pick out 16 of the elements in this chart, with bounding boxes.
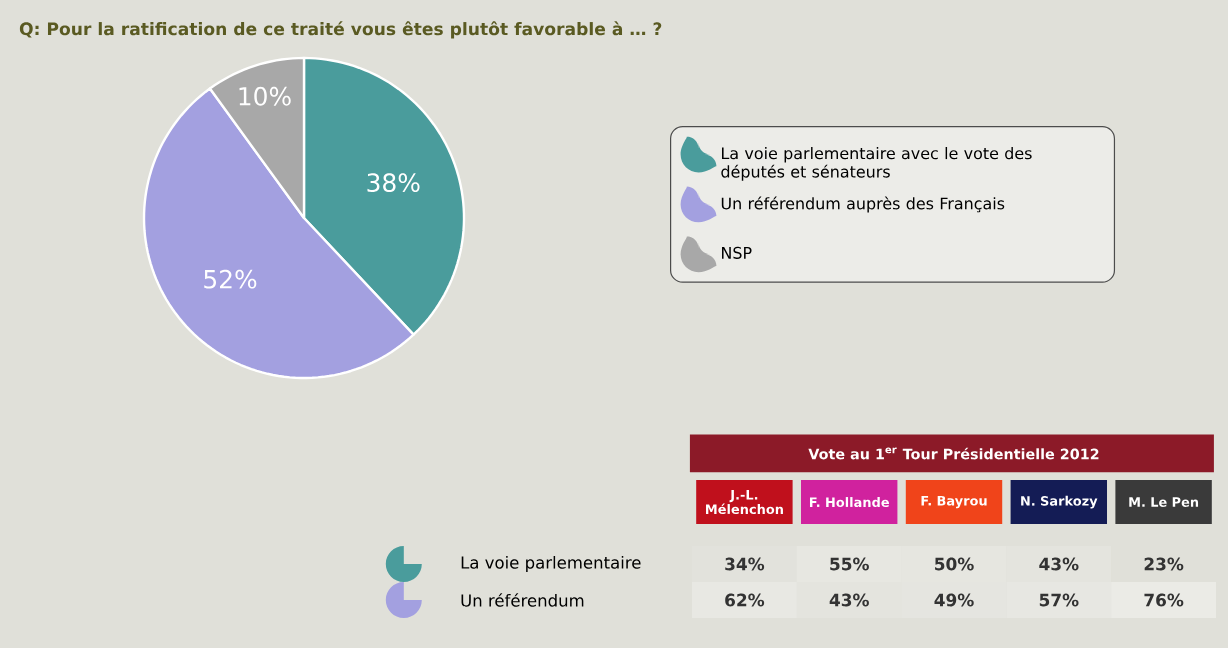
data-label: 62% xyxy=(725,593,765,607)
data-label: 43% xyxy=(1039,557,1079,571)
data-label: 23% xyxy=(1144,557,1184,571)
data-label: 50% xyxy=(935,557,974,571)
data-label: 10% xyxy=(239,86,291,106)
data-label: 57% xyxy=(1039,593,1079,607)
y-tick-label: Un référendum xyxy=(461,593,584,607)
data-label: 52% xyxy=(204,269,257,289)
data-label: 76% xyxy=(1144,593,1184,607)
data-label: 38% xyxy=(367,173,420,193)
y-tick-label: La voie parlementaire xyxy=(461,556,641,572)
data-label: 55% xyxy=(830,557,869,571)
data-label: 34% xyxy=(725,557,765,571)
chart-title: Q: Pour la ratification de ce traité vous êtes plutôt favorable à … ? xyxy=(19,21,662,39)
data-label: 49% xyxy=(934,593,974,607)
data-label: 43% xyxy=(829,593,869,607)
